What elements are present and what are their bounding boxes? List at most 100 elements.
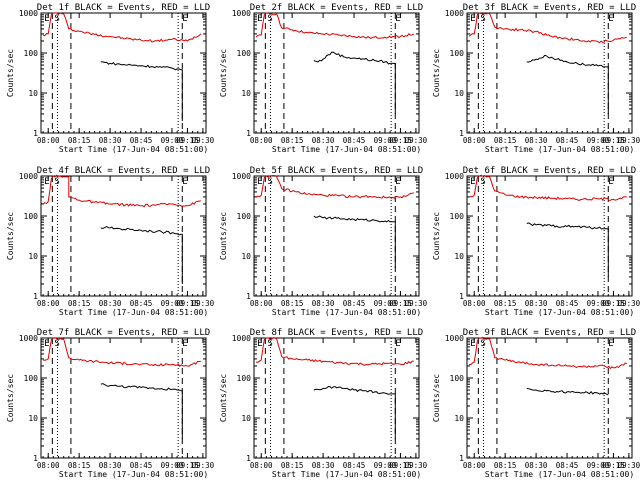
x-tick-label: 08:15 — [494, 136, 517, 145]
plot-frame — [253, 337, 420, 459]
marker-label: S — [480, 14, 485, 24]
chart-panel-9: Det 9f BLACK = Events, RED = LLD Counts/s… — [432, 328, 640, 479]
x-tick-label: 09:00 — [374, 136, 397, 145]
x-tick-label: 08:15 — [281, 461, 304, 470]
x-tick-label: 08:00 — [463, 461, 486, 470]
marker-label: E — [608, 14, 613, 24]
chart-title: Det 9f BLACK = Events, RED = LLD — [463, 328, 636, 338]
marker-label: E — [44, 339, 49, 349]
x-tick-label: 08:45 — [556, 299, 579, 308]
x-tick-label: 09:00 — [161, 461, 184, 470]
y-tick-label: 10 — [28, 414, 38, 423]
chart-panel-8: Det 8f BLACK = Events, RED = LLD Counts/s… — [219, 328, 428, 479]
y-axis-label: Counts/sec — [219, 374, 228, 422]
x-tick-label: 08:00 — [463, 136, 486, 145]
chart-title: Det 3f BLACK = Events, RED = LLD — [463, 3, 636, 13]
y-tick-label: 100 — [237, 212, 252, 221]
x-tick-label: 08:30 — [99, 136, 122, 145]
marker-label: S — [267, 339, 272, 349]
x-tick-label: 08:30 — [525, 299, 548, 308]
marker-label: E — [257, 339, 262, 349]
chart-panel-2: Det 2f BLACK = Events, RED = LLD Counts/s… — [219, 3, 428, 154]
marker-label: S — [54, 177, 59, 187]
x-axis-label: Start Time (17-Jun-04 08:51:00) — [485, 145, 634, 154]
x-tick-label: 09:00 — [587, 299, 610, 308]
events-series-line — [100, 383, 183, 439]
y-tick-label: 100 — [450, 49, 465, 58]
marker-label: E — [257, 177, 262, 187]
x-tick-label: 08:00 — [250, 299, 273, 308]
x-tick-label: 08:15 — [494, 461, 517, 470]
plot-frame — [466, 337, 633, 459]
chart-panel-7: Det 7f BLACK = Events, RED = LLD Counts/s… — [6, 328, 215, 479]
marker-label: E — [182, 14, 187, 24]
y-tick-label: 1 — [459, 292, 464, 301]
lld-series-line — [468, 12, 628, 44]
y-tick-label: 1000 — [232, 172, 251, 181]
x-tick-label: 08:45 — [130, 461, 153, 470]
chart-title: Det 1f BLACK = Events, RED = LLD — [37, 3, 210, 13]
x-tick-label: 08:45 — [130, 136, 153, 145]
marker-label: S — [267, 14, 272, 24]
x-tick-label: 09:00 — [161, 299, 184, 308]
y-axis-label: Counts/sec — [432, 212, 441, 260]
x-tick-label: 08:15 — [68, 299, 91, 308]
chart-panel-1: Det 1f BLACK = Events, RED = LLD Counts/s… — [6, 3, 215, 154]
y-axis-label: Counts/sec — [219, 49, 228, 97]
x-tick-label: 09:15 — [389, 136, 412, 145]
y-tick-label: 10 — [28, 252, 38, 261]
x-tick-label: 09:00 — [587, 461, 610, 470]
x-tick-label: 09:15 — [602, 299, 625, 308]
y-tick-label: 1000 — [445, 334, 464, 343]
events-series-line — [100, 61, 183, 121]
plot-frame — [253, 12, 420, 134]
lld-series-line — [469, 174, 627, 201]
plot-frame — [466, 12, 633, 134]
x-tick-label: 08:15 — [494, 299, 517, 308]
y-axis-label: Counts/sec — [219, 212, 228, 260]
plot-frame — [40, 337, 207, 459]
y-tick-label: 10 — [454, 252, 464, 261]
x-tick-label: 08:00 — [37, 299, 60, 308]
chart-title: Det 4f BLACK = Events, RED = LLD — [37, 166, 210, 176]
marker-label: E — [44, 177, 49, 187]
x-tick-label: 08:30 — [99, 299, 122, 308]
x-axis-label: Start Time (17-Jun-04 08:51:00) — [59, 145, 208, 154]
x-tick-label: 09:30 — [192, 299, 215, 308]
chart-title: Det 7f BLACK = Events, RED = LLD — [37, 328, 210, 338]
x-axis-label: Start Time (17-Jun-04 08:51:00) — [272, 470, 421, 479]
x-axis-label: Start Time (17-Jun-04 08:51:00) — [485, 308, 634, 317]
y-axis-label: Counts/sec — [6, 49, 15, 97]
x-tick-label: 09:00 — [374, 461, 397, 470]
chart-panel-5: Det 5f BLACK = Events, RED = LLD Counts/s… — [219, 166, 428, 317]
x-tick-label: 09:30 — [192, 136, 215, 145]
x-tick-label: 09:30 — [618, 299, 640, 308]
x-tick-label: 09:30 — [618, 461, 640, 470]
lld-series-line — [256, 337, 414, 366]
x-tick-label: 09:15 — [602, 461, 625, 470]
x-tick-label: 09:00 — [587, 136, 610, 145]
y-tick-label: 1 — [459, 129, 464, 138]
chart-title: Det 8f BLACK = Events, RED = LLD — [250, 328, 423, 338]
x-tick-label: 08:00 — [463, 299, 486, 308]
x-tick-label: 08:00 — [250, 136, 273, 145]
marker-label: E — [44, 14, 49, 24]
x-tick-label: 09:00 — [374, 299, 397, 308]
x-tick-label: 08:45 — [343, 299, 366, 308]
x-axis-label: Start Time (17-Jun-04 08:51:00) — [272, 145, 421, 154]
x-tick-label: 08:45 — [556, 136, 579, 145]
events-series-line — [526, 387, 609, 396]
y-axis-label: Counts/sec — [432, 374, 441, 422]
y-tick-label: 1 — [33, 129, 38, 138]
x-tick-label: 08:30 — [525, 461, 548, 470]
marker-label: S — [480, 339, 485, 349]
chart-title: Det 5f BLACK = Events, RED = LLD — [250, 166, 423, 176]
marker-label: E — [395, 339, 400, 349]
x-axis-label: Start Time (17-Jun-04 08:51:00) — [59, 308, 208, 317]
x-tick-label: 08:45 — [343, 461, 366, 470]
y-tick-label: 100 — [237, 49, 252, 58]
chart-title: Det 2f BLACK = Events, RED = LLD — [250, 3, 423, 13]
x-tick-label: 09:15 — [176, 299, 199, 308]
y-tick-label: 10 — [28, 89, 38, 98]
